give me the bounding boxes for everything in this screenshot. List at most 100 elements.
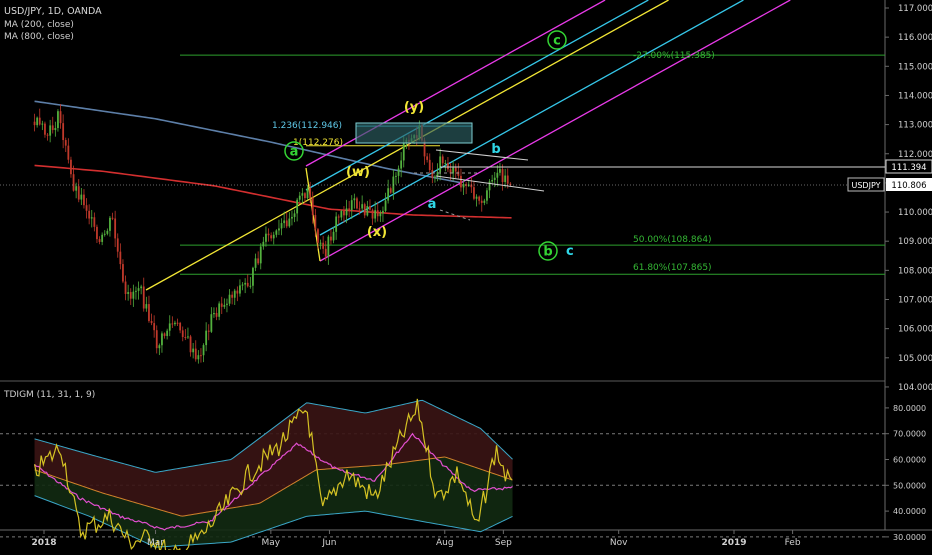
price-tick-label: 105.000 [898,354,932,364]
candle-body [366,205,369,216]
candle-body [103,233,106,235]
candle-body [218,303,221,317]
candle-body [88,210,91,219]
oscillator-lines [33,398,513,555]
candle-body [111,217,114,219]
candle-body [460,175,462,188]
candle-body [504,175,507,183]
candle-body [319,242,322,244]
time-axis-label: Nov [610,538,628,548]
pitchfork-lower-outer[interactable] [319,0,791,262]
time-axis-labels[interactable]: 2018 Mar May Jun Aug Sep Nov 2019 Feb [31,530,801,548]
candle-body [213,312,215,315]
candle-body [436,172,439,177]
candle-body [288,218,291,227]
oscillator-bands [34,400,513,548]
candle-body [181,330,184,338]
candle-body [38,117,41,125]
candle-body [296,199,299,214]
osc-price-line [33,398,513,555]
pitchfork-lower-inner[interactable] [319,0,744,236]
candle-body [129,292,132,299]
candle-body [163,333,166,336]
candle-body [145,304,148,309]
pitchfork-median[interactable] [145,0,669,291]
wave-c-top-label: c [553,34,561,49]
candle-body [41,123,44,125]
triangle-upper-line[interactable] [435,149,529,161]
candle-body [114,218,117,239]
candle-body [140,286,143,289]
time-axis-label: 2018 [31,538,56,548]
candle-body [353,198,356,201]
candle-body [348,208,351,210]
candle-body [317,229,319,243]
candle-body [267,233,270,236]
price-tick-label: 117.000 [898,4,932,14]
candle-body [423,140,426,157]
fib-label-618: 61.80%(107.865) [633,263,712,273]
oscillator-scale-ticks[interactable]: 80.0000 70.0000 60.0000 50.0000 40.0000 30.00… [885,404,926,550]
candle-body [189,336,192,353]
wave-c-cyan-label: c [566,244,574,259]
candle-body [109,217,111,231]
candle-body [441,156,444,164]
candle-body [93,217,96,227]
candle-body [67,145,70,160]
candle-body [44,123,46,135]
dashed-trend-segment-2[interactable] [439,209,471,221]
candle-body [194,348,197,360]
price-tick-label: 107.000 [898,296,932,306]
candle-body [70,159,72,175]
candle-body [452,167,455,174]
candle-body [491,180,494,182]
candle-body [200,355,202,357]
candle-body [192,348,195,353]
price-tick-label: 110.000 [898,208,932,218]
candle-body [340,210,343,218]
candle-body [210,314,213,332]
candle-body [171,323,174,325]
price-tick-label: 104.000 [898,383,932,393]
candle-body [124,281,127,294]
candle-body [231,294,234,298]
osc-upper-band [34,399,513,473]
candle-body [324,248,327,257]
candle-body [314,215,317,230]
osc-base-line [34,456,513,517]
candle-body [127,292,130,294]
candle-body [400,160,403,169]
candle-body [395,175,397,177]
candle-body [150,320,153,324]
triangle-lower-line[interactable] [435,175,545,192]
osc-upper-fill [34,400,513,517]
osc-tick-label: 80.0000 [893,404,926,413]
candle-body [350,200,353,210]
candle-body [431,170,434,178]
candle-body [236,290,239,294]
time-axis-label: May [262,538,281,548]
candle-body [343,210,345,216]
pitchfork-upper-inner[interactable] [305,0,649,191]
fib-target-box[interactable] [355,122,473,144]
moving-averages [34,100,512,219]
candle-body [233,290,236,298]
price-tick-label: 108.000 [898,266,932,276]
time-axis-label: 2019 [721,538,746,548]
candle-body [254,258,257,268]
candle-body [301,193,304,196]
candle-body [275,230,278,235]
candle-body [116,238,119,252]
candle-body [285,220,288,227]
candle-body [439,156,442,173]
candle-body [291,216,293,219]
candle-body [265,233,267,242]
wave-b-green-label: b [543,245,552,260]
candle-body [148,304,150,321]
candle-body [304,193,306,199]
candle-body [90,217,93,219]
price-tick-label: 112.000 [898,150,932,160]
time-axis-label: Feb [785,538,801,548]
candle-body [101,234,104,242]
